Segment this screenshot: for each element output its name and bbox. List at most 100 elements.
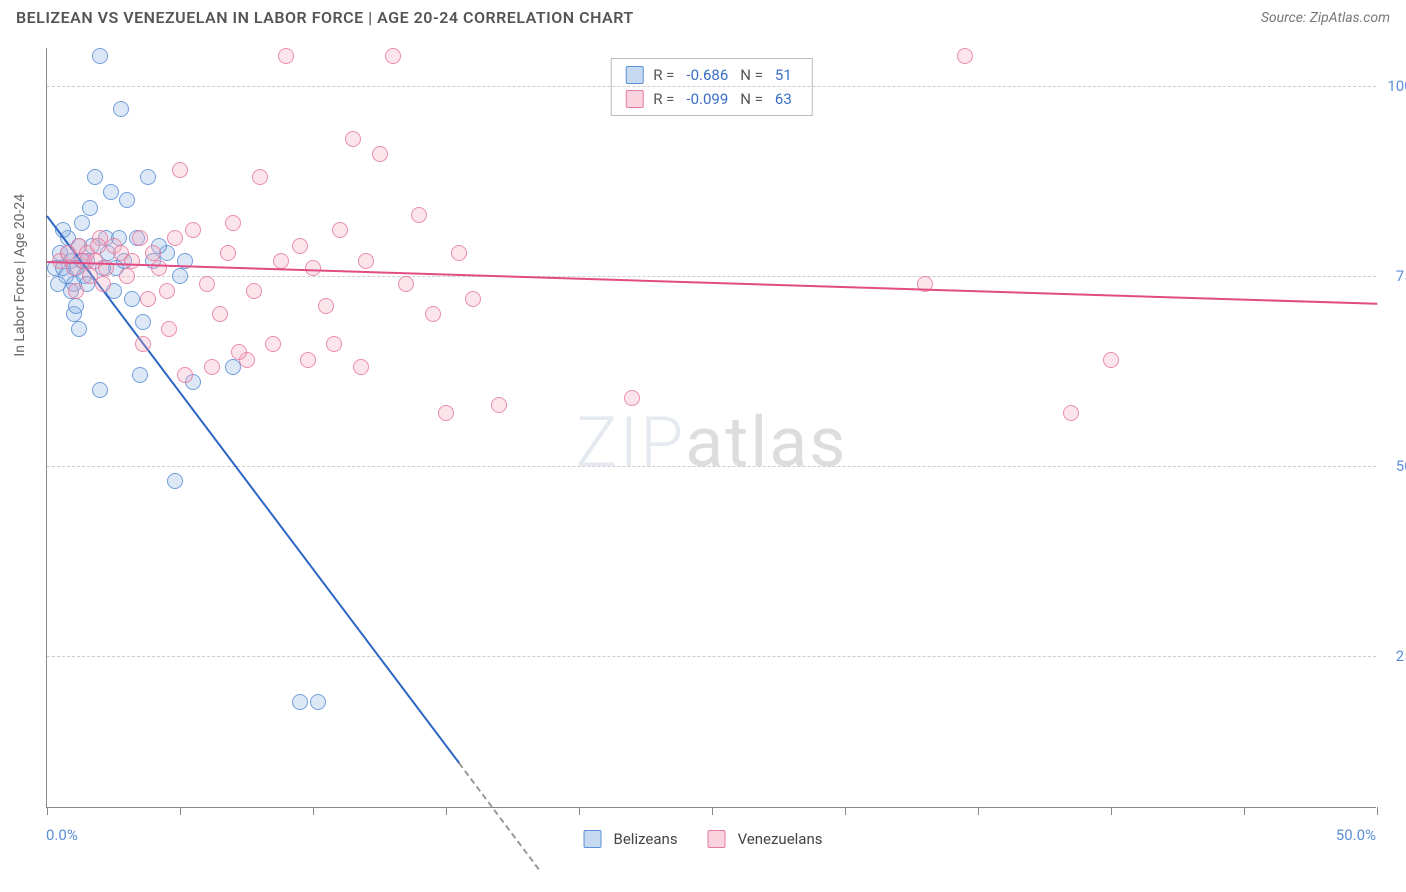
data-point	[172, 268, 188, 284]
data-point	[68, 283, 84, 299]
data-point	[353, 359, 369, 375]
trend-line	[47, 261, 1377, 305]
data-point	[140, 169, 156, 185]
y-tick-label: 75.0%	[1396, 267, 1406, 285]
data-point	[231, 344, 247, 360]
data-point	[204, 359, 220, 375]
data-point	[74, 215, 90, 231]
data-point	[265, 336, 281, 352]
data-point	[451, 245, 467, 261]
data-point	[310, 694, 326, 710]
x-tick	[978, 807, 979, 815]
data-point	[119, 268, 135, 284]
data-point	[87, 169, 103, 185]
data-point	[425, 306, 441, 322]
x-tick	[579, 807, 580, 815]
x-tick	[180, 807, 181, 815]
n-value: 51	[769, 63, 798, 87]
n-label: N =	[740, 87, 763, 111]
data-point	[199, 276, 215, 292]
data-point	[172, 162, 188, 178]
y-tick-label: 100.0%	[1387, 77, 1406, 95]
y-axis-title: In Labor Force | Age 20-24	[12, 194, 28, 357]
data-point	[132, 367, 148, 383]
data-point	[113, 101, 129, 117]
swatch-blue-icon	[625, 66, 643, 84]
data-point	[372, 146, 388, 162]
x-axis-min-label: 0.0%	[46, 826, 78, 844]
data-point	[318, 298, 334, 314]
r-value: -0.686	[680, 63, 734, 87]
legend-item-belizeans: Belizeans	[584, 830, 678, 848]
data-point	[50, 276, 66, 292]
source-label: Source: ZipAtlas.com	[1261, 10, 1390, 26]
swatch-blue-icon	[584, 830, 602, 848]
watermark: ZIPatlas	[576, 402, 848, 484]
chart-title: BELIZEAN VS VENEZUELAN IN LABOR FORCE | …	[16, 8, 634, 27]
r-label: R =	[653, 87, 674, 111]
data-point	[92, 48, 108, 64]
grid-line	[47, 466, 1376, 467]
data-point	[225, 215, 241, 231]
data-point	[398, 276, 414, 292]
data-point	[385, 48, 401, 64]
n-label: N =	[740, 63, 763, 87]
data-point	[246, 283, 262, 299]
grid-line	[47, 86, 1376, 87]
data-point	[167, 473, 183, 489]
grid-line	[47, 656, 1376, 657]
data-point	[252, 169, 268, 185]
data-point	[135, 336, 151, 352]
data-point	[132, 230, 148, 246]
data-point	[95, 276, 111, 292]
r-label: R =	[653, 63, 674, 87]
data-point	[145, 245, 161, 261]
data-point	[161, 321, 177, 337]
data-point	[624, 390, 640, 406]
r-value: -0.099	[680, 87, 734, 111]
x-tick	[313, 807, 314, 815]
data-point	[358, 253, 374, 269]
plot-area: ZIPatlas R = -0.686 N = 51 R = -0.099 N …	[46, 48, 1376, 808]
legend-label: Belizeans	[614, 830, 678, 848]
data-point	[1103, 352, 1119, 368]
watermark-zip: ZIP	[576, 402, 686, 484]
data-point	[185, 222, 201, 238]
chart-container: BELIZEAN VS VENEZUELAN IN LABOR FORCE | …	[0, 0, 1406, 892]
watermark-atlas: atlas	[685, 402, 847, 484]
data-point	[159, 283, 175, 299]
data-point	[135, 314, 151, 330]
x-tick	[1244, 807, 1245, 815]
data-point	[103, 184, 119, 200]
data-point	[167, 230, 183, 246]
data-point	[124, 291, 140, 307]
data-point	[491, 397, 507, 413]
n-value: 63	[769, 87, 798, 111]
data-point	[220, 245, 236, 261]
data-point	[151, 260, 167, 276]
legend-item-venezuelans: Venezuelans	[708, 830, 823, 848]
data-point	[300, 352, 316, 368]
data-point	[119, 192, 135, 208]
data-point	[68, 298, 84, 314]
data-point	[140, 291, 156, 307]
x-tick	[1377, 807, 1378, 815]
data-point	[124, 253, 140, 269]
data-point	[92, 382, 108, 398]
data-point	[957, 48, 973, 64]
data-point	[438, 405, 454, 421]
grid-line	[47, 276, 1376, 277]
data-point	[345, 131, 361, 147]
x-tick	[1111, 807, 1112, 815]
trend-line-extension	[458, 763, 539, 871]
y-tick-label: 50.0%	[1396, 457, 1406, 475]
x-tick	[446, 807, 447, 815]
legend-label: Venezuelans	[738, 830, 823, 848]
data-point	[1063, 405, 1079, 421]
correlation-legend: R = -0.686 N = 51 R = -0.099 N = 63	[610, 58, 813, 116]
data-point	[292, 694, 308, 710]
data-point	[82, 200, 98, 216]
series-legend: Belizeans Venezuelans	[584, 830, 823, 848]
x-tick	[712, 807, 713, 815]
title-bar: BELIZEAN VS VENEZUELAN IN LABOR FORCE | …	[0, 0, 1406, 39]
